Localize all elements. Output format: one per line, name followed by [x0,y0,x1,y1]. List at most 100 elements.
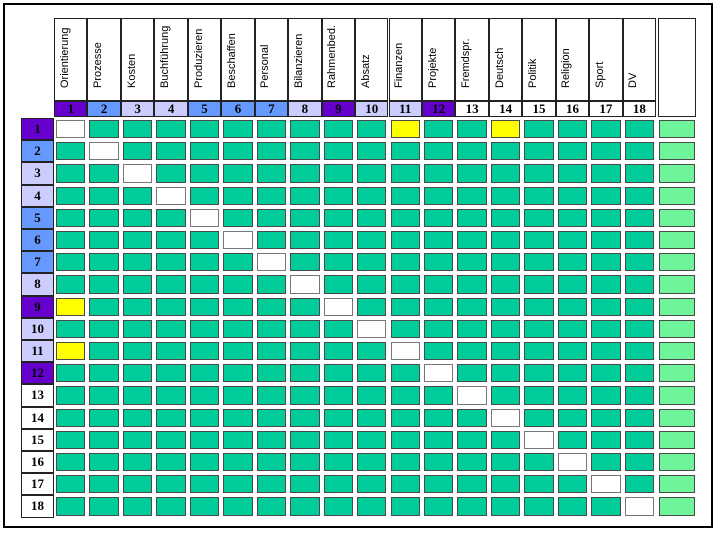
matrix-cell[interactable] [223,275,253,294]
matrix-cell[interactable] [557,342,588,361]
matrix-cell[interactable] [290,275,320,294]
matrix-cell[interactable] [357,497,387,516]
matrix-cell[interactable] [423,164,454,183]
matrix-cell[interactable] [89,208,119,227]
matrix-cell[interactable] [423,386,454,405]
matrix-cell[interactable] [323,297,354,316]
matrix-cell[interactable] [89,408,119,427]
matrix-cell[interactable] [624,208,655,227]
matrix-cell[interactable] [56,408,86,427]
matrix-cell[interactable] [223,164,253,183]
matrix-cell[interactable] [557,164,588,183]
matrix-cell[interactable] [223,497,253,516]
matrix-cell[interactable] [457,408,487,427]
matrix-cell[interactable] [122,430,153,449]
matrix-cell[interactable] [524,342,554,361]
matrix-cell[interactable] [256,275,287,294]
matrix-cell[interactable] [256,386,287,405]
matrix-cell[interactable] [156,208,186,227]
matrix-cell[interactable] [490,186,521,205]
matrix-cell[interactable] [423,475,454,494]
matrix-cell[interactable] [357,186,387,205]
matrix-cell[interactable] [524,430,554,449]
matrix-cell[interactable] [490,297,521,316]
matrix-cell[interactable] [56,453,86,472]
matrix-cell[interactable] [56,364,86,383]
matrix-cell[interactable] [591,186,621,205]
matrix-cell[interactable] [591,408,621,427]
matrix-cell[interactable] [490,453,521,472]
matrix-cell[interactable] [423,253,454,272]
matrix-cell[interactable] [122,386,153,405]
matrix-cell[interactable] [156,386,186,405]
matrix-cell[interactable] [423,364,454,383]
matrix-cell[interactable] [323,164,354,183]
matrix-cell[interactable] [122,297,153,316]
matrix-cell[interactable] [390,186,420,205]
matrix-cell[interactable] [256,430,287,449]
matrix-cell[interactable] [156,453,186,472]
matrix-cell[interactable] [89,319,119,338]
matrix-cell[interactable] [323,408,354,427]
matrix-cell[interactable] [557,408,588,427]
matrix-cell[interactable] [323,364,354,383]
matrix-cell[interactable] [490,364,521,383]
matrix-cell[interactable] [557,475,588,494]
matrix-cell[interactable] [524,319,554,338]
matrix-cell[interactable] [591,253,621,272]
matrix-cell[interactable] [323,120,354,139]
matrix-cell[interactable] [557,208,588,227]
matrix-cell[interactable] [624,475,655,494]
matrix-cell[interactable] [290,208,320,227]
matrix-cell[interactable] [223,408,253,427]
matrix-cell[interactable] [256,186,287,205]
matrix-cell[interactable] [189,430,220,449]
matrix-cell[interactable] [490,231,521,250]
matrix-cell[interactable] [357,475,387,494]
matrix-cell[interactable] [490,208,521,227]
matrix-cell[interactable] [56,231,86,250]
matrix-cell[interactable] [156,164,186,183]
matrix-cell[interactable] [290,253,320,272]
matrix-cell[interactable] [390,453,420,472]
matrix-cell[interactable] [524,275,554,294]
matrix-cell[interactable] [457,275,487,294]
matrix-cell[interactable] [624,430,655,449]
matrix-cell[interactable] [457,319,487,338]
matrix-cell[interactable] [89,475,119,494]
matrix-cell[interactable] [457,386,487,405]
matrix-cell[interactable] [357,408,387,427]
matrix-cell[interactable] [557,386,588,405]
matrix-cell[interactable] [223,342,253,361]
matrix-cell[interactable] [290,364,320,383]
matrix-cell[interactable] [524,453,554,472]
matrix-cell[interactable] [290,164,320,183]
matrix-cell[interactable] [156,297,186,316]
matrix-cell[interactable] [490,120,521,139]
matrix-cell[interactable] [89,275,119,294]
matrix-cell[interactable] [323,253,354,272]
matrix-cell[interactable] [256,497,287,516]
matrix-cell[interactable] [89,364,119,383]
matrix-cell[interactable] [156,364,186,383]
matrix-cell[interactable] [357,275,387,294]
matrix-cell[interactable] [490,142,521,161]
matrix-cell[interactable] [290,475,320,494]
matrix-cell[interactable] [490,497,521,516]
matrix-cell[interactable] [56,386,86,405]
matrix-cell[interactable] [223,120,253,139]
matrix-cell[interactable] [357,430,387,449]
matrix-cell[interactable] [357,453,387,472]
matrix-cell[interactable] [156,253,186,272]
matrix-cell[interactable] [423,497,454,516]
matrix-cell[interactable] [290,408,320,427]
matrix-cell[interactable] [624,142,655,161]
matrix-cell[interactable] [390,142,420,161]
matrix-cell[interactable] [624,275,655,294]
matrix-cell[interactable] [323,319,354,338]
matrix-cell[interactable] [624,386,655,405]
matrix-cell[interactable] [156,497,186,516]
matrix-cell[interactable] [189,319,220,338]
matrix-cell[interactable] [122,208,153,227]
matrix-cell[interactable] [457,430,487,449]
